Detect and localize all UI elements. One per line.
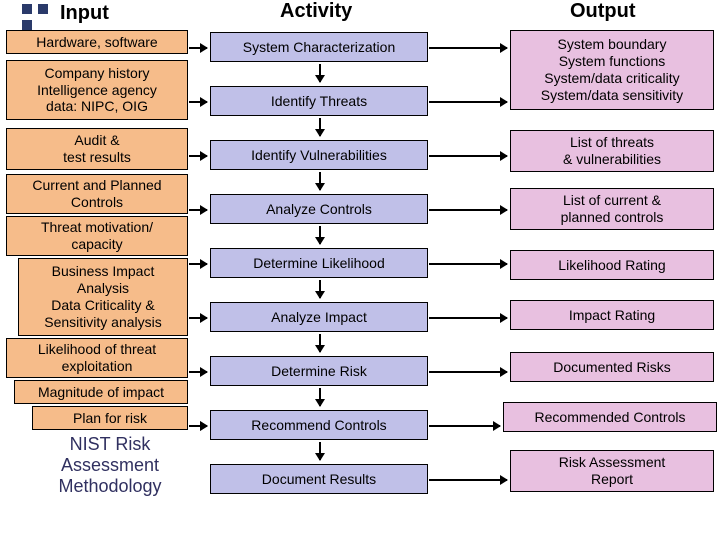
activity-box-1: Identify Threats xyxy=(210,86,428,116)
arrow-down xyxy=(319,442,321,460)
arrow-right xyxy=(189,47,207,49)
diagram-title: NIST Risk Assessment Methodology xyxy=(40,434,180,497)
arrow-right xyxy=(429,47,507,49)
input-box-3: Current and PlannedControls xyxy=(6,174,188,214)
activity-box-6: Determine Risk xyxy=(210,356,428,386)
output-box-1: List of threats& vulnerabilities xyxy=(510,130,714,172)
input-box-7: Magnitude of impact xyxy=(14,380,188,404)
arrow-right xyxy=(429,317,507,319)
output-box-5: Documented Risks xyxy=(510,352,714,382)
arrow-right xyxy=(189,371,207,373)
arrow-right xyxy=(429,371,507,373)
arrow-right xyxy=(429,209,507,211)
input-box-0: Hardware, software xyxy=(6,30,188,54)
arrow-right xyxy=(429,263,507,265)
input-box-6: Likelihood of threatexploitation xyxy=(6,338,188,378)
header-output: Output xyxy=(570,0,636,23)
output-box-7: Risk AssessmentReport xyxy=(510,450,714,492)
activity-box-2: Identify Vulnerabilities xyxy=(210,140,428,170)
output-box-0: System boundarySystem functionsSystem/da… xyxy=(510,30,714,110)
arrow-right xyxy=(189,209,207,211)
arrow-down xyxy=(319,226,321,244)
activity-box-4: Determine Likelihood xyxy=(210,248,428,278)
bullet-deco xyxy=(22,4,32,14)
activity-box-0: System Characterization xyxy=(210,32,428,62)
header-activity: Activity xyxy=(280,0,352,23)
arrow-right xyxy=(189,155,207,157)
arrow-right xyxy=(189,317,207,319)
input-box-4: Threat motivation/capacity xyxy=(6,216,188,256)
output-box-6: Recommended Controls xyxy=(503,402,717,432)
input-box-8: Plan for risk xyxy=(32,406,188,430)
arrow-right xyxy=(429,425,500,427)
arrow-down xyxy=(319,172,321,190)
bullet-deco xyxy=(22,20,32,30)
input-box-1: Company historyIntelligence agencydata: … xyxy=(6,60,188,120)
arrow-right xyxy=(429,101,507,103)
arrow-down xyxy=(319,118,321,136)
arrow-right xyxy=(429,479,507,481)
output-box-4: Impact Rating xyxy=(510,300,714,330)
arrow-down xyxy=(319,64,321,82)
header-input: Input xyxy=(60,2,109,25)
output-box-3: Likelihood Rating xyxy=(510,250,714,280)
activity-box-8: Document Results xyxy=(210,464,428,494)
output-box-2: List of current &planned controls xyxy=(510,188,714,230)
arrow-down xyxy=(319,280,321,298)
bullet-deco xyxy=(38,4,48,14)
input-box-5: Business ImpactAnalysisData Criticality … xyxy=(18,258,188,336)
arrow-right xyxy=(189,101,207,103)
arrow-right xyxy=(189,425,207,427)
input-box-2: Audit &test results xyxy=(6,128,188,170)
activity-box-3: Analyze Controls xyxy=(210,194,428,224)
activity-box-7: Recommend Controls xyxy=(210,410,428,440)
arrow-right xyxy=(189,263,207,265)
arrow-down xyxy=(319,334,321,352)
arrow-down xyxy=(319,388,321,406)
arrow-right xyxy=(429,155,507,157)
activity-box-5: Analyze Impact xyxy=(210,302,428,332)
